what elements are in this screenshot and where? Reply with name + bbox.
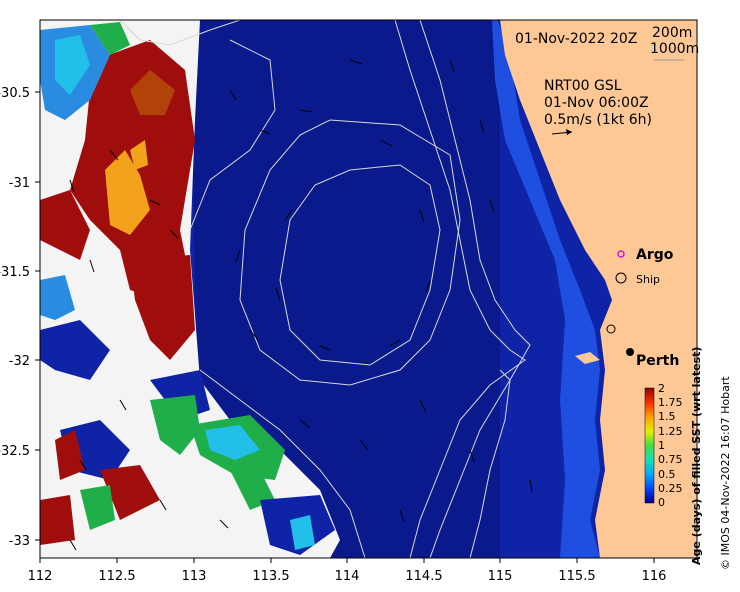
current-vectors: [69, 59, 533, 551]
contour-1000m: [419, 20, 531, 558]
colorbar-tick: 2: [658, 382, 665, 395]
argo-legend-label: Argo: [636, 247, 674, 263]
scale-arrow-icon: [551, 129, 573, 135]
lon-tick-label: 112.5: [98, 569, 135, 584]
colorbar-tick: 1.5: [658, 410, 676, 423]
lat-tick-label: -33: [9, 534, 30, 549]
perth-label: Perth: [636, 353, 679, 369]
lat-tick-label: -32: [9, 354, 30, 369]
lon-tick-label: 114: [335, 569, 360, 584]
lon-tick-label: 112: [28, 569, 53, 584]
colorbar-title: Age (days) of filled SST (wrt latest): [690, 347, 703, 565]
lat-tick-marks: [35, 91, 40, 541]
lon-tick-marks: [39, 558, 655, 563]
colorbar-tick: 0: [658, 496, 665, 509]
contour-1000m-label: 1000m: [650, 41, 699, 57]
colorbar-tick: 0.75: [658, 453, 683, 466]
colorbar-tick-labels: 2 1.75 1.5 1.25 1 0.75 0.5 0.25 0: [658, 382, 683, 509]
colorbar: [644, 387, 655, 504]
eddy-contour-inner: [279, 164, 441, 366]
perth-marker-icon: [626, 348, 634, 356]
lon-tick-label: 115: [488, 569, 513, 584]
sst-patch-field: [40, 20, 340, 558]
colorbar-tick: 1.75: [658, 396, 683, 409]
ship-position-icon: [606, 324, 616, 334]
ship-legend-label: Ship: [636, 273, 660, 286]
lon-tick-label: 113.5: [252, 569, 289, 584]
lon-tick-label: 114.5: [405, 569, 442, 584]
contour-200m: [394, 20, 526, 558]
current-time-label: 01-Nov 06:00Z: [544, 95, 649, 111]
colorbar-tick: 1: [658, 439, 665, 452]
current-scale-label: 0.5m/s (1kt 6h): [544, 112, 652, 128]
map-plot-area: [40, 20, 697, 558]
lat-tick-label: -31: [9, 176, 30, 191]
credit-label: © IMOS 04-Nov-2022 16:07 Hobart: [719, 376, 732, 570]
contour-west: [189, 39, 276, 231]
bathymetry-contours: [119, 20, 531, 558]
eddy-contour-outer: [239, 119, 461, 386]
colorbar-tick: 0.25: [658, 482, 683, 495]
colorbar-tick: 1.25: [658, 425, 683, 438]
contour-shelf: [469, 369, 511, 558]
lon-tick-label: 115.5: [558, 569, 595, 584]
colorbar-tick: 0.5: [658, 468, 676, 481]
contour-north: [119, 20, 241, 46]
lat-tick-label: -30.5: [0, 86, 30, 101]
rottnest-island: [575, 352, 600, 364]
lon-tick-label: 116: [642, 569, 667, 584]
lon-tick-label: 113: [182, 569, 207, 584]
contour-south: [199, 369, 366, 558]
lat-tick-label: -31.5: [0, 265, 30, 280]
lat-tick-label: -32.5: [0, 444, 30, 459]
lon-tick-labels: 112 112.5 113 113.5 114 114.5 115 115.5 …: [28, 569, 667, 584]
coastal-band: [492, 20, 600, 558]
lat-tick-labels: -30.5 -31 -31.5 -32 -32.5 -33: [0, 86, 30, 549]
offshore-ocean: [190, 20, 500, 558]
ship-marker-icon: [615, 272, 627, 284]
contour-200m-label: 200m: [652, 25, 692, 41]
plot-frame: [39, 19, 698, 559]
map-date-label: 01-Nov-2022 20Z: [515, 31, 637, 47]
argo-marker-icon: [617, 250, 625, 258]
current-product-label: NRT00 GSL: [544, 78, 622, 94]
